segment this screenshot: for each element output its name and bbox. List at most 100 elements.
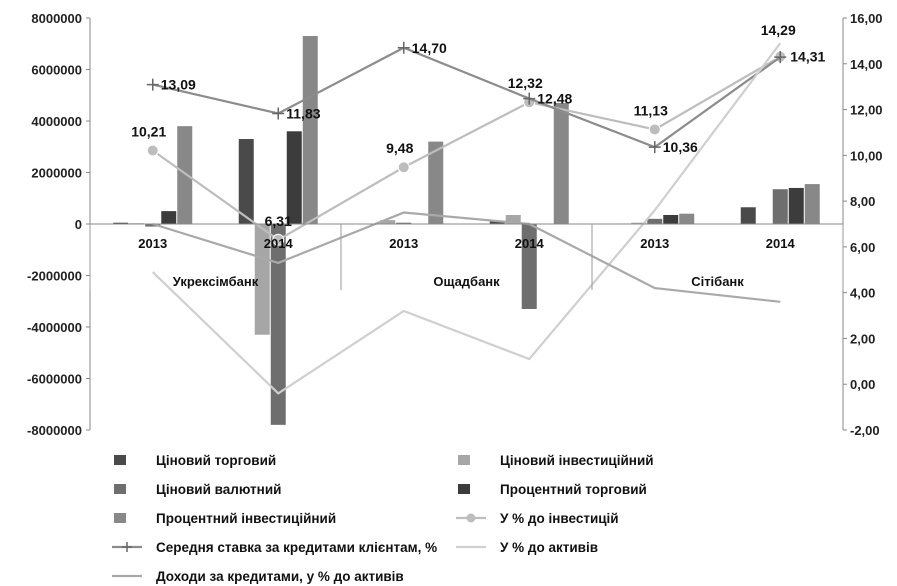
data-label: 14,31 (790, 49, 825, 65)
line-marker-plus (146, 78, 159, 91)
bar-ціновий-торговий (489, 221, 505, 224)
left-axis-tick-label: 0 (75, 217, 82, 232)
line-series-7 (151, 42, 782, 395)
group-label: Укрексімбанк (173, 274, 259, 289)
legend-item: Доходи за кредитами, у % до активів (112, 566, 404, 586)
data-label: 14,29 (761, 22, 796, 38)
right-axis-tick-label: 16,00 (850, 11, 883, 26)
bar-процентний-інвестиційний (679, 213, 695, 224)
bar-ціновий-торговий (238, 139, 254, 224)
category-label: 2014 (766, 236, 796, 251)
bar-ціновий-валютний (145, 224, 161, 227)
legend-swatch-marker (466, 513, 476, 523)
bar-ціновий-валютний (270, 224, 286, 425)
left-axis-tick-label: -4000000 (27, 320, 82, 335)
line-series-5 (152, 55, 781, 242)
legend-label: Процентний інвестиційний (156, 510, 337, 526)
axes-layer: -8000000 -6000000 -4000000 -2000000 0 2000000… (27, 11, 883, 438)
data-label: 10,21 (131, 124, 166, 140)
line-series-layer (146, 41, 787, 395)
combo-chart: -8000000 -6000000 -4000000 -2000000 0 2000000… (27, 11, 883, 438)
legend-swatch (112, 574, 142, 578)
data-label: 13,09 (161, 77, 196, 93)
legend-swatch (458, 455, 470, 465)
bar-процентний-торговий (663, 214, 679, 224)
legend-swatch-box (114, 455, 126, 465)
bar-процентний-інвестиційний (553, 102, 569, 224)
legend-swatch-box (458, 484, 470, 494)
legend-swatch (114, 513, 126, 523)
group-label: Сітібанк (691, 274, 744, 289)
bar-процентний-інвестиційний (302, 36, 318, 225)
line-marker-plus (397, 41, 410, 54)
line-series-6 (152, 46, 781, 149)
bar-ціновий-інвестиційний (380, 220, 396, 224)
right-axis-tick-label: 12,00 (850, 103, 883, 118)
bar-ціновий-інвестиційний (254, 224, 270, 335)
legend-label: Ціновий валютний (156, 481, 282, 497)
right-axis-tick-label: 6,00 (850, 240, 875, 255)
line-marker-plus (648, 141, 661, 154)
legend-swatch (114, 484, 126, 494)
right-axis-tick-label: 14,00 (850, 57, 883, 72)
legend-swatch-box (458, 455, 470, 465)
legend-swatch (458, 484, 470, 494)
legend-label: Доходи за кредитами, у % до активів (156, 568, 404, 584)
data-label: 12,32 (508, 75, 543, 91)
legend-item: Ціновий торговий (112, 450, 276, 470)
data-label: 6,31 (265, 213, 292, 229)
legend-label: У % до активів (500, 539, 598, 555)
bar-series-layer (113, 36, 820, 425)
left-axis-tick-label: -8000000 (27, 423, 82, 438)
bar-ціновий-валютний (772, 189, 788, 224)
bar-ціновий-інвестиційний (631, 222, 647, 224)
legend-item: Процентний інвестиційний (112, 508, 336, 528)
legend-swatch (456, 513, 486, 523)
legend-item: Ціновий валютний (112, 479, 281, 499)
bar-ціновий-валютний (647, 218, 663, 224)
legend-item: У % до активів (456, 537, 598, 557)
bar-ціновий-торговий (740, 207, 756, 224)
data-label: 14,70 (412, 40, 447, 56)
line-marker-circle (146, 144, 159, 157)
legend-swatch-box (114, 513, 126, 523)
left-axis-tick-label: 6000000 (31, 63, 82, 78)
data-label: 12,48 (537, 91, 572, 107)
bar-процентний-інвестиційний (804, 184, 820, 224)
left-axis-tick-label: -2000000 (27, 269, 82, 284)
legend-swatch (112, 542, 142, 552)
bar-процентний-інвестиційний (428, 141, 444, 224)
legend-swatch-marker (122, 542, 132, 552)
line-marker-plus (272, 107, 285, 120)
data-label: 11,13 (634, 102, 668, 118)
line-marker-plus (774, 51, 787, 64)
bar-ціновий-валютний (521, 224, 537, 309)
data-label: 10,36 (663, 139, 698, 155)
data-label: 11,83 (286, 105, 320, 121)
right-axis-tick-label: 2,00 (850, 331, 875, 346)
bar-процентний-інвестиційний (177, 126, 193, 224)
line-marker-circle (397, 161, 410, 174)
right-axis-tick-label: 10,00 (850, 148, 883, 163)
group-label: Ощадбанк (433, 274, 500, 289)
data-labels-layer: 10,21 6,31 9,48 12,32 11,13 14,31 13,09 11,83 14… (131, 22, 825, 229)
bar-процентний-торговий (788, 187, 804, 224)
category-label: 2013 (389, 236, 418, 251)
bar-ціновий-інвестиційний (505, 214, 521, 224)
legend-item: Ціновий інвестиційний (456, 450, 654, 470)
line-marker-plus (523, 92, 536, 105)
right-axis-tick-label: 4,00 (850, 286, 875, 301)
right-axis-tick-label: 0,00 (850, 377, 875, 392)
legend-swatch (114, 455, 126, 465)
bar-процентний-торговий (286, 131, 302, 224)
left-axis-tick-label: 4000000 (31, 114, 82, 129)
legend-item: У % до інвестицій (456, 508, 619, 528)
legend-label: Середня ставка за кредитами клієнтам, % (156, 539, 438, 555)
bar-ціновий-валютний (396, 222, 412, 224)
right-axis-tick-label: -2,00 (850, 423, 880, 438)
legend-swatch (456, 545, 486, 549)
category-label: 2013 (138, 236, 167, 251)
legend-label: Ціновий торговий (156, 452, 277, 468)
legend-label: Ціновий інвестиційний (500, 452, 654, 468)
left-axis-tick-label: 8000000 (31, 11, 82, 26)
